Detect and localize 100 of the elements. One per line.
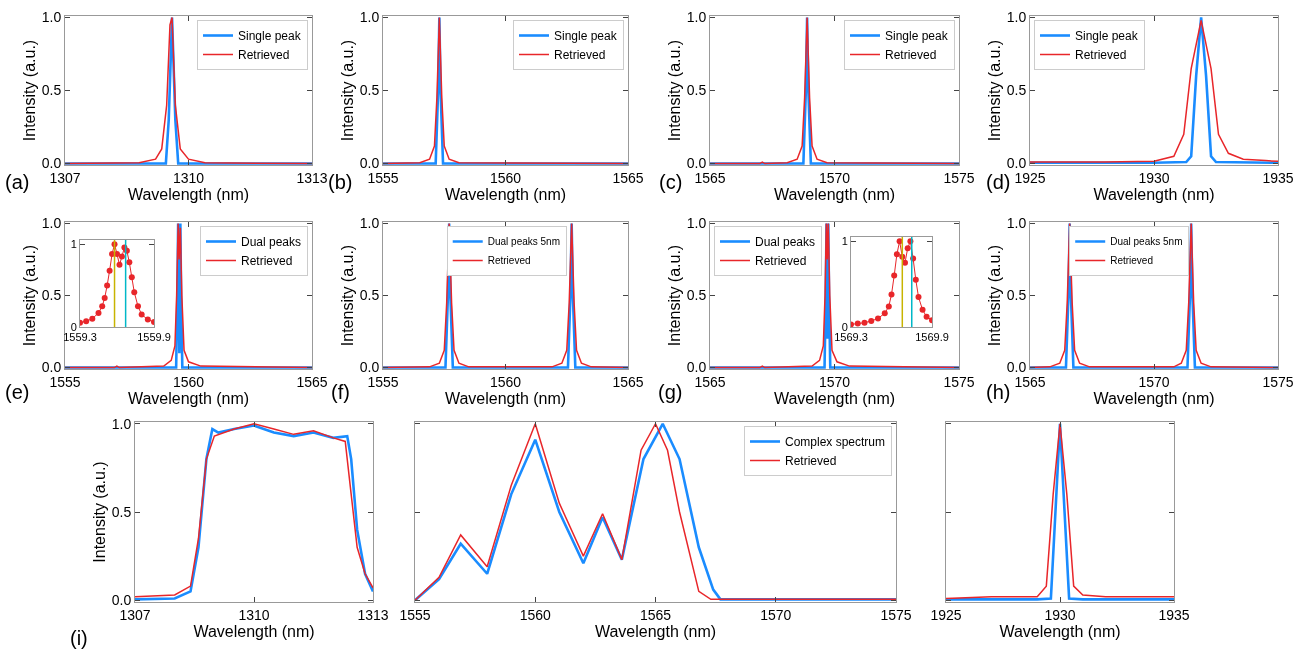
y-axis-title: Intensity (a.u.) xyxy=(985,244,1003,347)
x-tick-label: 1560 xyxy=(489,169,522,186)
x-axis-title: Wavelength (nm) xyxy=(594,622,717,640)
y-tick-label: 1.0 xyxy=(41,215,62,232)
legend-label: Dual peaks 5nm xyxy=(487,236,560,248)
text: (i) xyxy=(70,627,88,649)
legend-label: Retrieved xyxy=(554,48,606,63)
y-tick-label: 0.0 xyxy=(686,359,707,376)
x-tick-label: 1310 xyxy=(172,169,205,186)
y-axis-title: Intensity (a.u.) xyxy=(20,244,38,347)
x-tick-label: 1559.3 xyxy=(63,331,97,344)
x-axis-title: Wavelength (nm) xyxy=(773,389,896,407)
x-tick-label: 1560 xyxy=(489,373,522,390)
x-tick-label: 1560 xyxy=(172,373,205,390)
x-axis-title: Wavelength (nm) xyxy=(444,389,567,407)
legend-label: Retrieved xyxy=(238,48,290,63)
x-tick-label: 1565 xyxy=(1014,373,1046,390)
y-tick-label: 0.5 xyxy=(41,287,62,304)
x-tick-label: 1575 xyxy=(880,606,912,623)
y-tick-label: 1.0 xyxy=(686,215,707,232)
x-axis-title: Wavelength (nm) xyxy=(1093,389,1215,407)
x-tick-label: 1570 xyxy=(1138,373,1170,390)
x-tick-label: 1570 xyxy=(818,169,851,186)
x-tick-label: 1575 xyxy=(1262,373,1294,390)
x-tick-label: 1565 xyxy=(296,373,328,390)
y-tick-label: 0.5 xyxy=(1006,287,1027,304)
y-axis-title: Intensity (a.u.) xyxy=(338,244,356,347)
legend-label: Single peak xyxy=(554,29,618,44)
x-tick-label: 1569.9 xyxy=(915,331,949,344)
text: (g) xyxy=(658,381,683,403)
y-axis-title: Intensity (a.u.) xyxy=(665,39,683,142)
y-tick-label: 1 xyxy=(841,235,848,248)
x-tick-label: 1570 xyxy=(760,606,792,623)
x-tick-label: 1570 xyxy=(818,373,851,390)
y-axis-title: Intensity (a.u.) xyxy=(985,39,1003,142)
legend-label: Dual peaks 5nm xyxy=(1110,236,1183,248)
y-axis-title: Intensity (a.u.) xyxy=(665,244,683,347)
y-tick-label: 0.5 xyxy=(111,503,132,520)
y-tick-label: 0.0 xyxy=(1006,155,1027,172)
y-tick-label: 0 xyxy=(70,320,77,333)
x-tick-label: 1935 xyxy=(1158,606,1190,623)
x-axis-title: Wavelength (nm) xyxy=(127,389,250,407)
y-tick-label: 1.0 xyxy=(359,9,380,26)
y-tick-label: 0.0 xyxy=(111,592,132,609)
y-tick-label: 0.5 xyxy=(359,82,380,99)
legend-label: Retrieved xyxy=(1110,255,1154,267)
x-tick-label: 1559.9 xyxy=(137,331,171,344)
x-tick-label: 1925 xyxy=(1014,169,1046,186)
legend-label: Dual peaks xyxy=(755,235,816,250)
y-tick-label: 0 xyxy=(841,320,848,333)
y-tick-label: 0.5 xyxy=(686,82,707,99)
legend-label: Retrieved xyxy=(241,254,293,269)
x-tick-label: 1555 xyxy=(399,606,431,623)
x-tick-label: 1555 xyxy=(367,373,399,390)
y-axis-title: Intensity (a.u.) xyxy=(20,39,38,142)
x-axis-title: Wavelength (nm) xyxy=(999,622,1121,640)
legend-label: Dual peaks xyxy=(241,235,302,250)
y-axis-title: Intensity (a.u.) xyxy=(338,39,356,142)
y-tick-label: 0.5 xyxy=(359,287,380,304)
y-tick-label: 0.0 xyxy=(359,155,380,172)
x-tick-label: 1565 xyxy=(612,373,644,390)
y-tick-label: 1 xyxy=(70,237,77,250)
y-tick-label: 1.0 xyxy=(686,9,707,26)
x-tick-label: 1575 xyxy=(943,169,975,186)
x-tick-label: 1925 xyxy=(930,606,962,623)
x-tick-label: 1307 xyxy=(119,606,151,623)
x-tick-label: 1569.3 xyxy=(834,331,868,344)
x-tick-label: 1555 xyxy=(49,373,81,390)
y-tick-label: 0.5 xyxy=(41,82,62,99)
y-tick-label: 1.0 xyxy=(111,415,132,432)
legend-label: Retrieved xyxy=(1075,48,1127,63)
x-axis-title: Wavelength (nm) xyxy=(773,185,896,203)
y-tick-label: 1.0 xyxy=(359,215,380,232)
legend-label: Retrieved xyxy=(755,254,807,269)
legend-label: Retrieved xyxy=(885,48,937,63)
y-tick-label: 1.0 xyxy=(1006,215,1027,232)
legend-label: Single peak xyxy=(1075,29,1139,44)
x-tick-label: 1565 xyxy=(612,169,644,186)
x-axis-title: Wavelength (nm) xyxy=(1093,185,1215,203)
y-tick-label: 1.0 xyxy=(41,9,62,26)
y-tick-label: 0.0 xyxy=(359,359,380,376)
x-tick-label: 1575 xyxy=(943,373,975,390)
text: (h) xyxy=(986,381,1011,403)
y-tick-label: 1.0 xyxy=(1006,9,1027,26)
x-axis-title: Wavelength (nm) xyxy=(193,622,315,640)
x-tick-label: 1313 xyxy=(296,169,328,186)
x-tick-label: 1935 xyxy=(1262,169,1294,186)
x-tick-label: 1565 xyxy=(694,373,726,390)
x-axis-title: Wavelength (nm) xyxy=(127,185,250,203)
y-tick-label: 0.5 xyxy=(1006,82,1027,99)
y-axis-title: Intensity (a.u.) xyxy=(90,461,108,563)
legend-label: Retrieved xyxy=(785,454,837,469)
legend-label: Complex spectrum xyxy=(785,435,886,450)
x-tick-label: 1930 xyxy=(1044,606,1076,623)
text: (f) xyxy=(331,381,350,403)
x-tick-label: 1555 xyxy=(367,169,399,186)
y-tick-label: 0.0 xyxy=(41,155,62,172)
y-tick-label: 0.0 xyxy=(1006,359,1027,376)
legend-label: Single peak xyxy=(885,29,949,44)
x-tick-label: 1930 xyxy=(1138,169,1170,186)
